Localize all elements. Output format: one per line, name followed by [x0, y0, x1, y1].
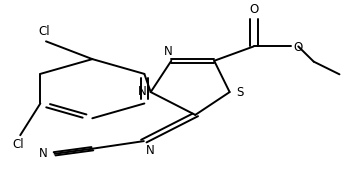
Text: S: S	[236, 86, 243, 99]
Text: Cl: Cl	[13, 138, 24, 151]
Text: N: N	[138, 85, 147, 98]
Text: Cl: Cl	[38, 25, 50, 38]
Text: O: O	[249, 3, 258, 16]
Text: N: N	[146, 145, 154, 158]
Text: N: N	[163, 45, 172, 58]
Text: O: O	[293, 41, 302, 54]
Text: N: N	[39, 147, 48, 160]
